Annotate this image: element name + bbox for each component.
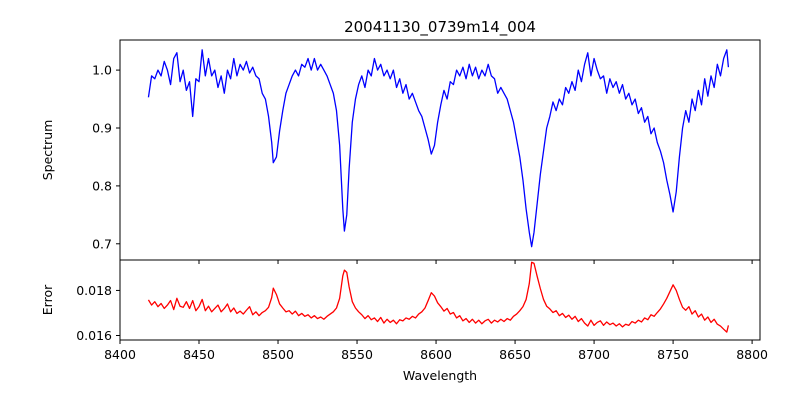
error-axis-label: Error [40, 284, 55, 315]
xtick-label: 8550 [341, 347, 373, 362]
xtick-label: 8450 [183, 347, 215, 362]
error-panel-line [147, 261, 730, 333]
spectrum-panel-ytick-label: 0.8 [92, 178, 112, 193]
error-panel-ytick-label: 0.018 [76, 283, 112, 298]
chart-title: 20041130_0739m14_004 [344, 18, 536, 37]
xtick-label: 8700 [578, 347, 610, 362]
error-panel: 0.016 0.018 8400 8450 8500 8550 8600 8650 8700 87… [76, 259, 768, 362]
xtick-label: 8600 [420, 347, 452, 362]
xtick-label: 8400 [104, 347, 136, 362]
xtick-label: 8500 [262, 347, 294, 362]
xtick-label: 8750 [657, 347, 689, 362]
xtick-label: 8800 [736, 347, 768, 362]
error-panel-frame [119, 259, 761, 341]
error-panel-ytick-label: 0.016 [76, 328, 112, 343]
spectrum-panel-ytick-label: 1.0 [92, 63, 112, 78]
spectrum-panel-line [147, 49, 730, 248]
xtick-label: 8650 [499, 347, 531, 362]
spectrum-panel-ytick-label: 0.7 [92, 236, 112, 251]
spectrum-panel-ytick-label: 0.9 [92, 121, 112, 136]
spectrum-axis-label: Spectrum [40, 120, 55, 181]
wavelength-axis-label: Wavelength [403, 368, 477, 383]
